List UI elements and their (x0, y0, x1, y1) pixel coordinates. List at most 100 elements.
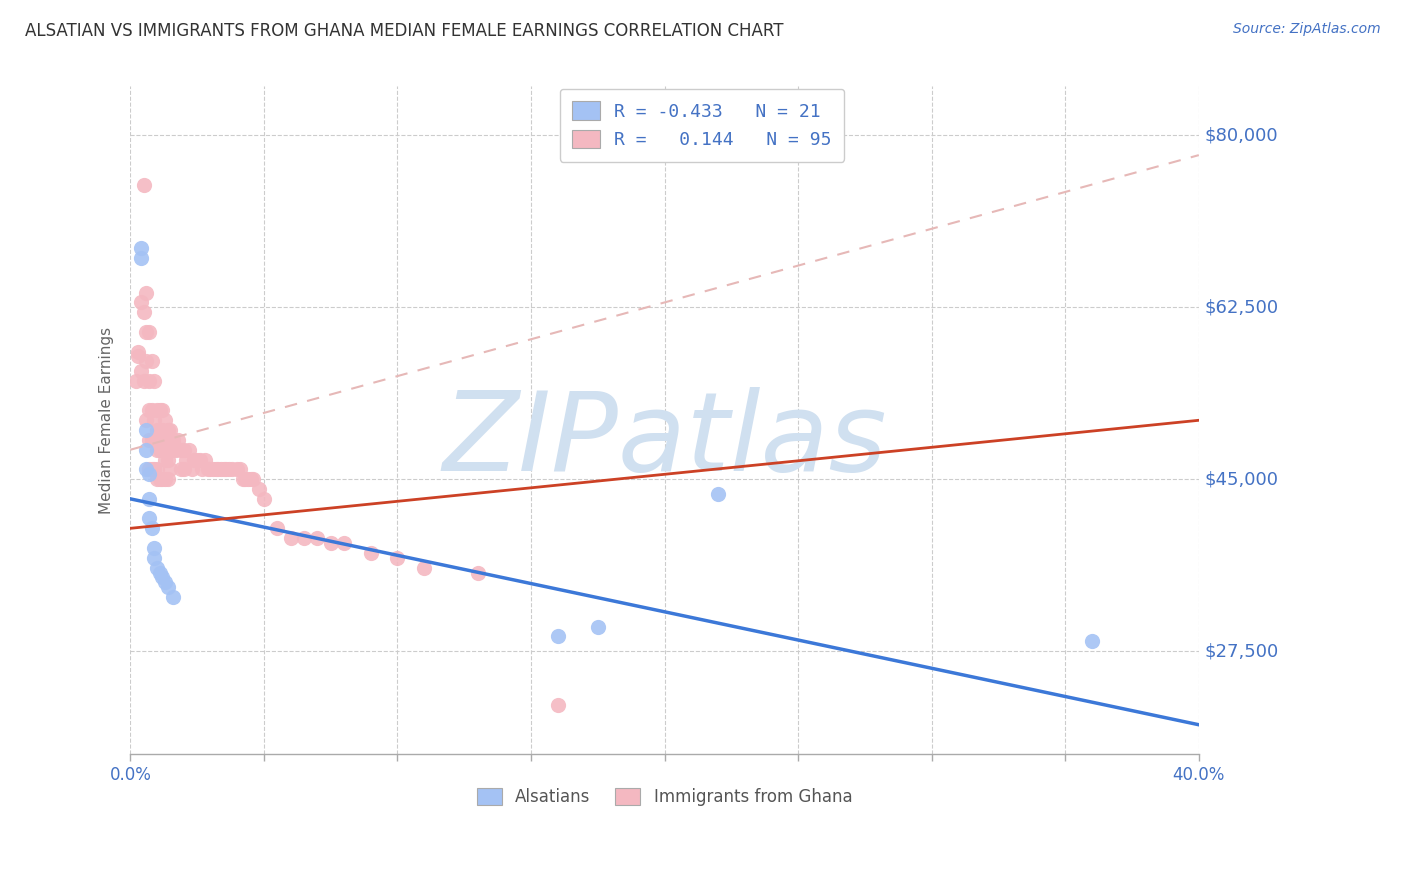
Text: $62,500: $62,500 (1204, 298, 1278, 317)
Point (186, 452, 208, 467)
Point (150, 570, 173, 584)
Point (135, 285, 157, 300)
Point (138, 374, 160, 388)
Point (209, 462, 232, 476)
Point (124, 374, 146, 388)
Point (218, 462, 240, 476)
Point (135, 354, 157, 368)
Point (239, 472, 262, 486)
Point (162, 590, 184, 604)
Point (159, 462, 181, 476)
Point (149, 566, 172, 580)
Point (153, 472, 176, 486)
Point (176, 452, 198, 467)
Point (141, 433, 163, 447)
Point (1081, 634, 1104, 648)
Point (129, 241, 152, 255)
Point (138, 433, 160, 447)
Point (360, 546, 382, 560)
Point (167, 433, 190, 447)
Point (547, 629, 569, 643)
Point (165, 442, 187, 457)
Point (547, 698, 569, 712)
Point (156, 423, 179, 437)
Point (153, 575, 176, 590)
Point (177, 442, 200, 457)
Point (162, 442, 184, 457)
Point (138, 325, 160, 339)
Point (159, 442, 181, 457)
Point (135, 442, 157, 457)
Point (143, 550, 166, 565)
Point (127, 350, 149, 364)
Text: $45,000: $45,000 (1204, 470, 1278, 488)
Point (135, 462, 157, 476)
Point (153, 452, 176, 467)
Y-axis label: Median Female Earnings: Median Female Earnings (100, 326, 114, 514)
Point (141, 462, 163, 476)
Point (467, 566, 489, 580)
Point (156, 580, 179, 594)
Point (156, 452, 179, 467)
Point (226, 462, 249, 476)
Point (146, 442, 169, 457)
Text: ALSATIAN VS IMMIGRANTS FROM GHANA MEDIAN FEMALE EARNINGS CORRELATION CHART: ALSATIAN VS IMMIGRANTS FROM GHANA MEDIAN… (25, 22, 783, 40)
Point (292, 531, 315, 545)
Point (132, 178, 155, 192)
Point (153, 413, 176, 427)
Point (146, 560, 169, 574)
Point (233, 472, 256, 486)
Point (127, 344, 149, 359)
Point (319, 536, 342, 550)
Point (150, 472, 173, 486)
Point (143, 374, 166, 388)
Point (229, 462, 252, 476)
Point (135, 423, 157, 437)
Point (204, 462, 226, 476)
Point (200, 462, 222, 476)
Point (143, 433, 166, 447)
Point (162, 433, 184, 447)
Point (149, 423, 172, 437)
Point (202, 462, 225, 476)
Point (221, 462, 243, 476)
Point (266, 521, 288, 535)
Point (333, 536, 356, 550)
Point (191, 462, 214, 476)
Point (138, 511, 160, 525)
Point (135, 325, 157, 339)
Point (586, 619, 609, 633)
Legend: Alsatians, Immigrants from Ghana: Alsatians, Immigrants from Ghana (470, 781, 859, 813)
Text: $27,500: $27,500 (1204, 642, 1278, 660)
Point (129, 295, 152, 310)
Point (212, 462, 235, 476)
Point (387, 550, 409, 565)
Point (150, 442, 173, 457)
Point (173, 462, 195, 476)
Point (236, 472, 259, 486)
Point (707, 487, 730, 501)
Point (149, 442, 172, 457)
Point (141, 521, 163, 535)
Point (143, 413, 166, 427)
Point (247, 482, 270, 496)
Point (159, 423, 181, 437)
Point (231, 472, 253, 486)
Point (170, 462, 193, 476)
Point (146, 423, 169, 437)
Point (207, 462, 229, 476)
Point (143, 541, 166, 555)
Point (215, 462, 238, 476)
Point (129, 364, 152, 378)
Point (146, 403, 169, 417)
Point (143, 462, 166, 476)
Point (146, 472, 169, 486)
Point (150, 423, 173, 437)
Point (146, 462, 169, 476)
Point (156, 433, 179, 447)
Point (149, 472, 172, 486)
Point (156, 472, 179, 486)
Point (150, 403, 173, 417)
Point (149, 403, 172, 417)
Point (170, 442, 193, 457)
